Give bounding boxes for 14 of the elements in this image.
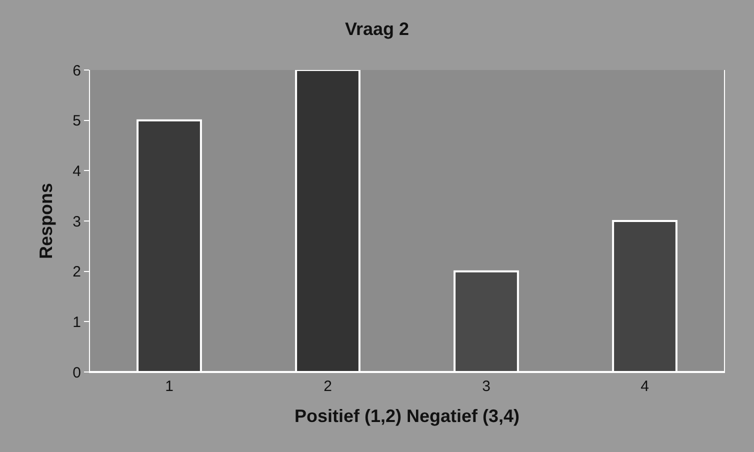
- y-tick-label: 3: [72, 213, 81, 230]
- y-tick-label: 2: [72, 264, 81, 281]
- x-tick-label: 2: [324, 378, 332, 395]
- x-tick-label: 1: [165, 378, 174, 395]
- chart-title: Vraag 2: [344, 19, 410, 39]
- y-tick-label: 0: [72, 364, 81, 382]
- y-tick-label: 4: [72, 162, 81, 180]
- x-tick-label: 4: [640, 378, 649, 395]
- y-tick-label: 1: [72, 314, 81, 331]
- y-axis-title: Respons: [36, 182, 56, 260]
- y-tick-label: 5: [72, 112, 81, 130]
- y-tick-label: 6: [72, 62, 81, 80]
- x-axis-title: Positief (1,2) Negatief (3,4): [294, 406, 520, 426]
- x-tick-label: 3: [482, 378, 490, 395]
